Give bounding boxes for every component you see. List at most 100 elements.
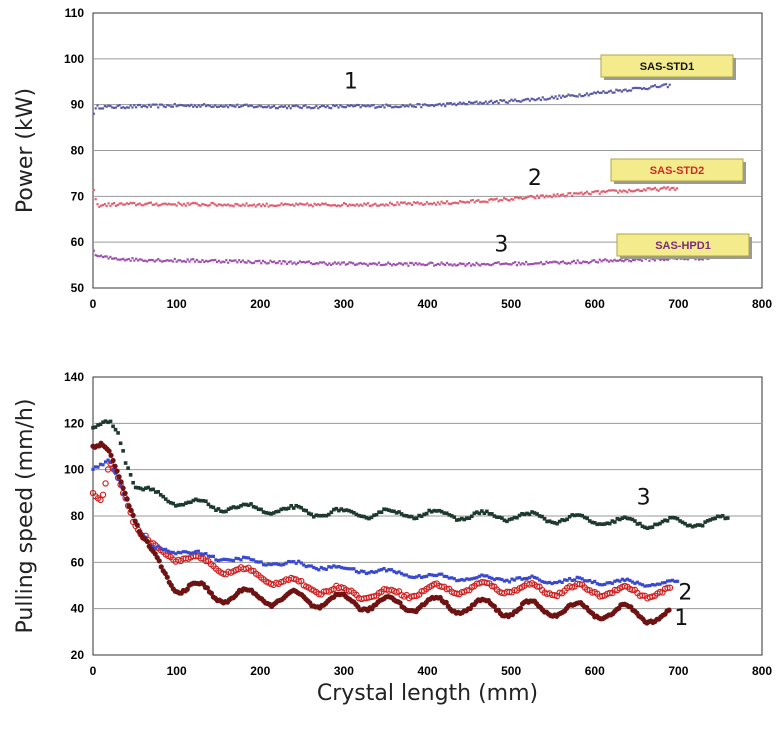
data-point (206, 260, 210, 263)
data-point (144, 105, 147, 108)
data-point (541, 194, 544, 197)
data-point (164, 547, 168, 552)
data-point (585, 260, 588, 264)
data-point (254, 505, 258, 510)
data-point (342, 106, 346, 109)
data-point (633, 519, 637, 523)
data-point (208, 204, 211, 207)
data-point (414, 261, 417, 265)
data-point (468, 201, 471, 204)
data-point (560, 96, 563, 99)
data-point (214, 508, 218, 513)
data-point (101, 420, 105, 425)
data-point (457, 102, 460, 105)
data-point (311, 263, 314, 266)
data-point (615, 516, 620, 521)
data-point (211, 505, 216, 510)
data-point (258, 203, 261, 206)
data-point (645, 526, 650, 531)
pulling-speed-chart-x-tick-label: 100 (167, 664, 187, 678)
power-chart-y-tick-label: 110 (65, 6, 85, 20)
data-point (567, 93, 570, 96)
data-point (359, 261, 362, 265)
data-point (403, 201, 406, 204)
data-point (96, 104, 99, 107)
data-point (663, 258, 666, 262)
data-point (658, 521, 662, 526)
data-point (488, 263, 491, 266)
data-point (606, 190, 609, 193)
data-point (258, 259, 261, 262)
legend-item-sas-std2: SAS-STD2 (610, 158, 746, 184)
data-point (289, 203, 292, 207)
data-point (201, 258, 204, 262)
data-point (532, 196, 535, 199)
data-point (295, 104, 298, 107)
data-point (487, 575, 491, 579)
data-point (606, 589, 614, 597)
data-point (464, 264, 467, 267)
data-point (576, 192, 579, 195)
data-point (653, 259, 657, 262)
data-point (114, 257, 118, 260)
data-point (284, 202, 287, 205)
data-point (330, 107, 333, 110)
data-point (420, 106, 423, 109)
data-point (94, 254, 97, 257)
data-point (547, 580, 552, 585)
data-point (374, 570, 379, 574)
data-point (247, 567, 255, 574)
data-point (698, 258, 701, 261)
speed-curve-label-2: 2 (678, 580, 692, 605)
data-point (156, 558, 162, 564)
data-point (392, 262, 395, 266)
data-point (259, 560, 263, 564)
data-point (181, 204, 184, 207)
data-point (334, 506, 339, 511)
data-point (520, 511, 524, 516)
data-point (631, 258, 634, 262)
data-point (512, 515, 517, 520)
data-point (663, 518, 667, 523)
data-point (146, 260, 149, 263)
data-point (574, 95, 577, 98)
data-point (473, 201, 476, 204)
power-chart-y-tick-label: 100 (64, 52, 84, 66)
data-point (202, 557, 210, 565)
data-point (136, 259, 140, 262)
data-point (263, 261, 267, 264)
data-point (186, 551, 190, 555)
data-point (93, 465, 98, 469)
data-point (225, 104, 228, 107)
data-point (670, 578, 675, 582)
data-point (631, 87, 634, 90)
data-point (427, 572, 431, 577)
data-point (331, 104, 335, 107)
data-point (226, 507, 231, 511)
data-point (141, 487, 145, 492)
data-point (111, 467, 115, 471)
data-point (260, 205, 263, 208)
data-point (306, 511, 311, 516)
data-point (133, 201, 136, 205)
data-point (266, 511, 271, 516)
data-point (334, 565, 338, 569)
data-point (440, 200, 443, 203)
data-point (184, 260, 187, 263)
data-point (521, 262, 524, 265)
data-point (337, 508, 341, 513)
data-point (103, 255, 106, 258)
data-point (122, 203, 125, 206)
data-point (530, 510, 534, 514)
data-point (449, 202, 452, 206)
data-point (344, 263, 347, 266)
data-point (269, 204, 272, 207)
data-point (467, 577, 471, 581)
data-point (517, 605, 524, 611)
data-point (279, 563, 283, 567)
data-point (561, 193, 565, 196)
data-point (411, 105, 414, 108)
data-point (560, 518, 564, 522)
pulling-speed-chart-x-tick-label: 300 (334, 664, 354, 678)
